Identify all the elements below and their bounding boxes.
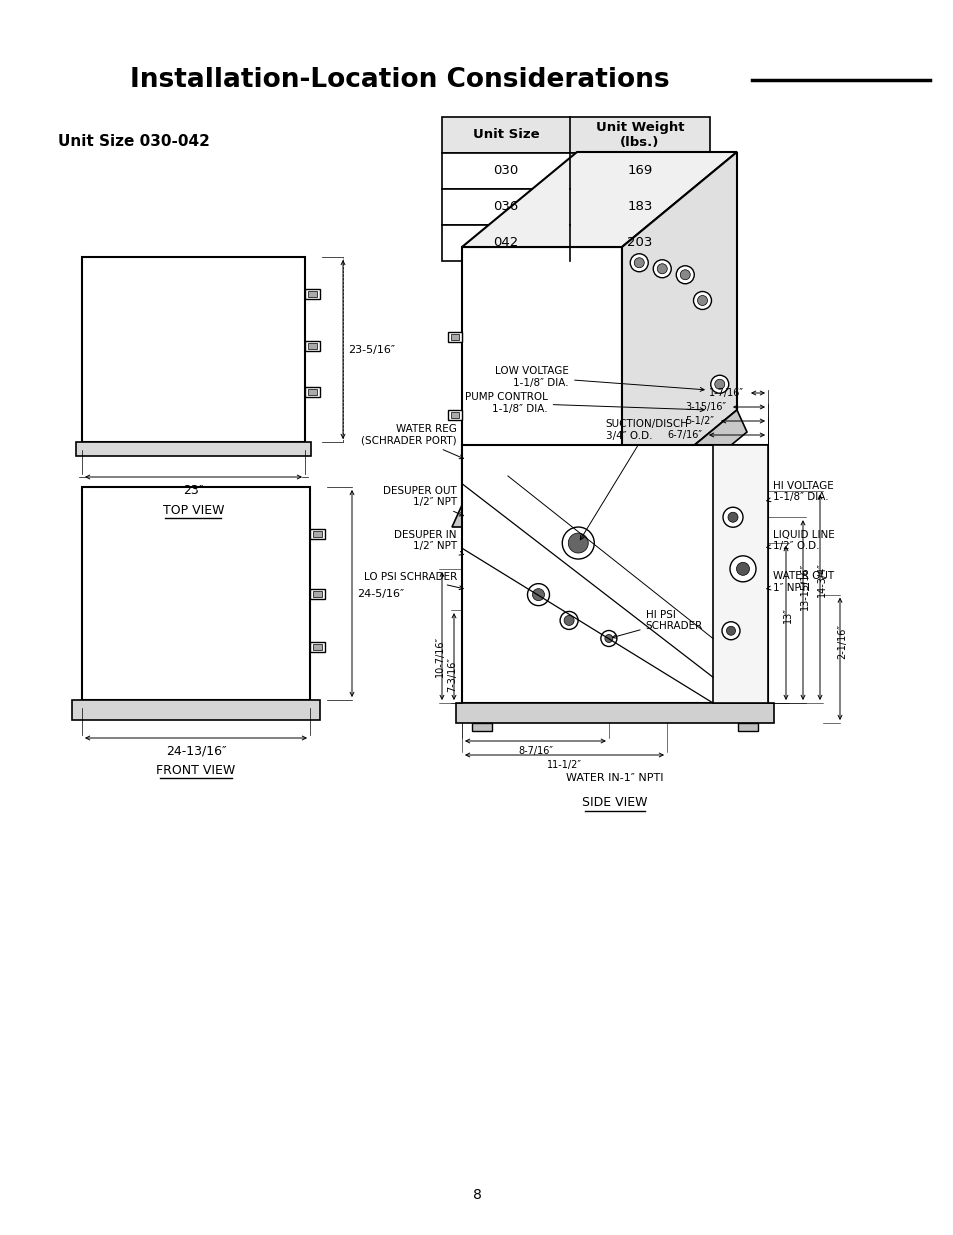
Text: Unit Size: Unit Size (472, 128, 538, 142)
Circle shape (722, 508, 742, 527)
Circle shape (630, 253, 648, 272)
Circle shape (726, 626, 735, 635)
Text: WATER REG
(SCHRADER PORT): WATER REG (SCHRADER PORT) (361, 424, 463, 458)
Bar (305, 341, 319, 351)
Text: DESUPER IN
1/2″ NPT: DESUPER IN 1/2″ NPT (395, 530, 463, 555)
Bar (441, 189, 709, 225)
Circle shape (634, 258, 643, 268)
Text: WATER IN-1″ NPTI: WATER IN-1″ NPTI (566, 773, 663, 783)
Text: HI PSI
SCHRADER: HI PSI SCHRADER (612, 610, 702, 638)
Circle shape (559, 611, 578, 630)
Text: LOW VOLTAGE
1-1/8″ DIA.: LOW VOLTAGE 1-1/8″ DIA. (495, 367, 703, 391)
Text: LIQUID LINE
1/2″ O.D.: LIQUID LINE 1/2″ O.D. (766, 530, 834, 551)
Circle shape (714, 379, 724, 389)
Text: 7-3/16″: 7-3/16″ (447, 657, 456, 692)
Circle shape (727, 513, 738, 522)
Polygon shape (621, 152, 737, 505)
Polygon shape (452, 410, 746, 527)
Bar (308, 389, 316, 395)
Text: 13-15/16″: 13-15/16″ (800, 563, 809, 610)
Bar (76, 442, 311, 456)
Circle shape (527, 584, 549, 605)
Text: 036: 036 (493, 200, 518, 214)
Bar (313, 643, 322, 650)
Text: 183: 183 (627, 200, 652, 214)
Polygon shape (461, 152, 737, 247)
Bar (82, 487, 310, 700)
Circle shape (561, 527, 594, 559)
Bar (461, 445, 767, 703)
Text: SIDE VIEW: SIDE VIEW (581, 797, 647, 809)
Circle shape (697, 295, 707, 305)
Text: 3-15/16″: 3-15/16″ (684, 403, 725, 412)
Circle shape (657, 264, 666, 274)
Text: 5-1/2″: 5-1/2″ (684, 416, 713, 426)
Text: 203: 203 (627, 236, 652, 249)
Bar (313, 531, 322, 537)
Text: LO PSI SCHRADER: LO PSI SCHRADER (363, 572, 463, 589)
Bar (448, 332, 461, 342)
Text: Installation-Location Considerations: Installation-Location Considerations (130, 67, 669, 93)
Text: TOP VIEW: TOP VIEW (163, 504, 224, 516)
Circle shape (604, 635, 612, 642)
Bar (451, 411, 458, 417)
Text: PUMP CONTROL
1-1/8″ DIA.: PUMP CONTROL 1-1/8″ DIA. (464, 393, 703, 414)
Circle shape (679, 269, 690, 280)
Text: 8-7/16″: 8-7/16″ (517, 746, 553, 756)
Bar (456, 703, 773, 722)
Bar (712, 445, 767, 703)
Text: 169: 169 (627, 164, 652, 178)
Circle shape (721, 621, 740, 640)
Text: WATER OUT
1″ NPTI: WATER OUT 1″ NPTI (766, 571, 833, 593)
Bar (305, 387, 319, 396)
Bar (441, 225, 709, 261)
Bar (305, 289, 319, 299)
Bar (448, 410, 461, 420)
Circle shape (532, 589, 544, 600)
Circle shape (568, 534, 588, 553)
Text: 1-7/16″: 1-7/16″ (708, 388, 743, 398)
Text: DESUPER OUT
1/2″ NPT: DESUPER OUT 1/2″ NPT (383, 485, 463, 516)
Circle shape (710, 375, 728, 393)
Text: FRONT VIEW: FRONT VIEW (156, 763, 235, 777)
Circle shape (693, 291, 711, 310)
Text: 23-5/16″: 23-5/16″ (348, 345, 395, 354)
Bar (472, 722, 492, 731)
Circle shape (563, 615, 574, 625)
Circle shape (653, 259, 671, 278)
Text: SUCTION/DISCH
3/4″ O.D.: SUCTION/DISCH 3/4″ O.D. (579, 419, 688, 540)
Text: HI VOLTAGE
1-1/8″ DIA.: HI VOLTAGE 1-1/8″ DIA. (766, 480, 833, 503)
Circle shape (729, 556, 755, 582)
Text: 24-13/16″: 24-13/16″ (166, 745, 226, 757)
Text: 030: 030 (493, 164, 518, 178)
Text: 042: 042 (493, 236, 518, 249)
Bar (308, 343, 316, 348)
Bar (310, 642, 325, 652)
Text: 13″: 13″ (782, 608, 792, 622)
Text: Unit Weight
(lbs.): Unit Weight (lbs.) (595, 121, 683, 149)
Bar (313, 590, 322, 597)
Text: 10-7/16″: 10-7/16″ (435, 636, 444, 677)
Text: 24-5/16″: 24-5/16″ (356, 589, 404, 599)
Bar (71, 700, 319, 720)
Bar (82, 257, 305, 442)
Text: 23″: 23″ (183, 484, 204, 498)
Bar (310, 529, 325, 538)
Text: 8: 8 (472, 1188, 481, 1202)
Bar (308, 291, 316, 296)
Text: 2-1/16″: 2-1/16″ (836, 624, 846, 658)
Text: 6-7/16″: 6-7/16″ (666, 430, 701, 440)
Bar (441, 117, 709, 153)
Bar (451, 335, 458, 341)
Circle shape (600, 631, 617, 646)
Text: 11-1/2″: 11-1/2″ (546, 760, 581, 769)
Text: 14-3/4″: 14-3/4″ (816, 562, 826, 598)
Bar (310, 589, 325, 599)
Circle shape (676, 266, 694, 284)
Bar (461, 247, 621, 505)
Text: Unit Size 030-042: Unit Size 030-042 (58, 135, 210, 149)
Bar (738, 722, 758, 731)
Bar (441, 153, 709, 189)
Circle shape (736, 562, 749, 576)
